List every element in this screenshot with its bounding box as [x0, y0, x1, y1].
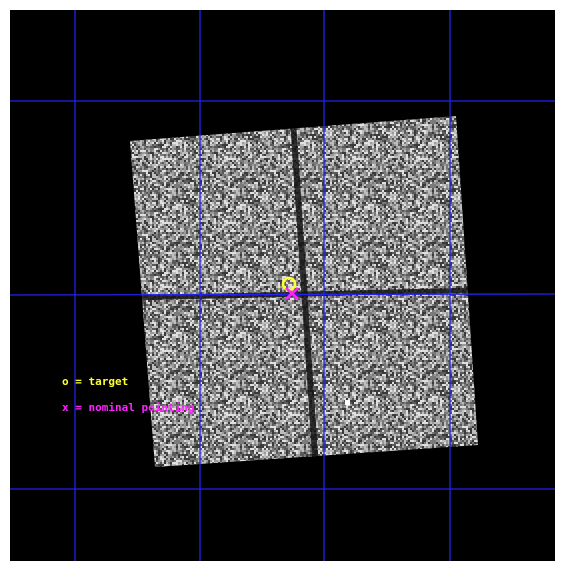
nominal-pointing-marker: [285, 287, 299, 300]
image-frame: o = target x = nominal pointing: [10, 10, 555, 561]
bright-source: [345, 400, 350, 405]
coordinate-grid: [10, 10, 555, 561]
legend-target: o = target: [62, 375, 129, 388]
sky-image: [10, 10, 555, 561]
grid-line-horizontal: [10, 293, 555, 296]
pointing-markers: [281, 276, 299, 300]
legend-nominal-pointing: x = nominal pointing: [62, 401, 195, 414]
